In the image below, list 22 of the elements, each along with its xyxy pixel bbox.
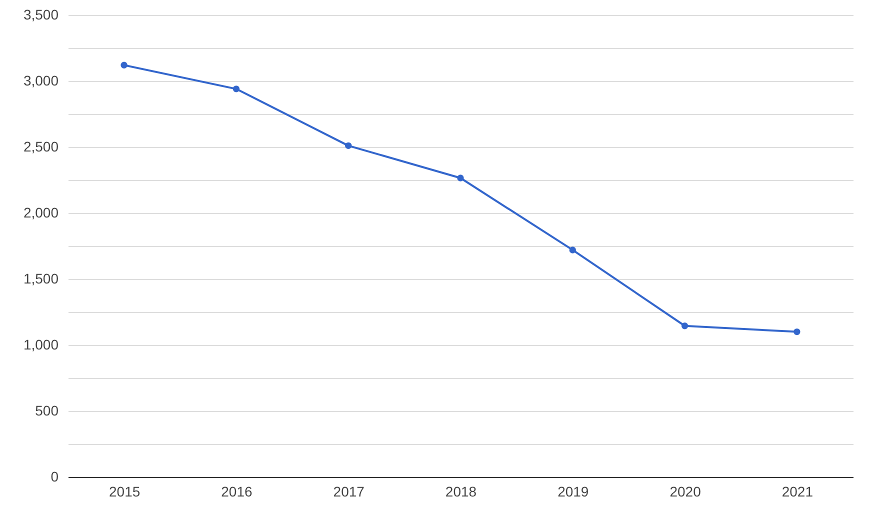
y-tick-label: 0	[50, 468, 59, 484]
y-tick-label: 3,000	[23, 72, 59, 88]
point	[569, 246, 576, 254]
y-tick-label: 1,000	[23, 336, 59, 352]
x-tick-label: 2018	[445, 484, 477, 500]
x-tick-label: 2016	[221, 484, 252, 500]
point	[345, 142, 352, 150]
y-tick-label: 2,000	[23, 204, 59, 220]
x-tick-label: 2021	[782, 484, 814, 500]
y-tick-label: 2,500	[23, 138, 59, 154]
point	[681, 322, 688, 330]
x-tick-label: 2019	[558, 484, 589, 500]
point	[120, 62, 128, 69]
x-tick-label: 2015	[108, 484, 140, 500]
y-tick-label: 3,500	[23, 6, 59, 22]
point	[794, 328, 800, 336]
point	[232, 86, 240, 92]
x-tick-label: 2020	[670, 484, 702, 500]
y-tick-label: 1,500	[23, 270, 59, 286]
x-tick-label: 2017	[333, 484, 365, 500]
point	[457, 174, 464, 182]
y-tick-label: 500	[35, 402, 59, 418]
